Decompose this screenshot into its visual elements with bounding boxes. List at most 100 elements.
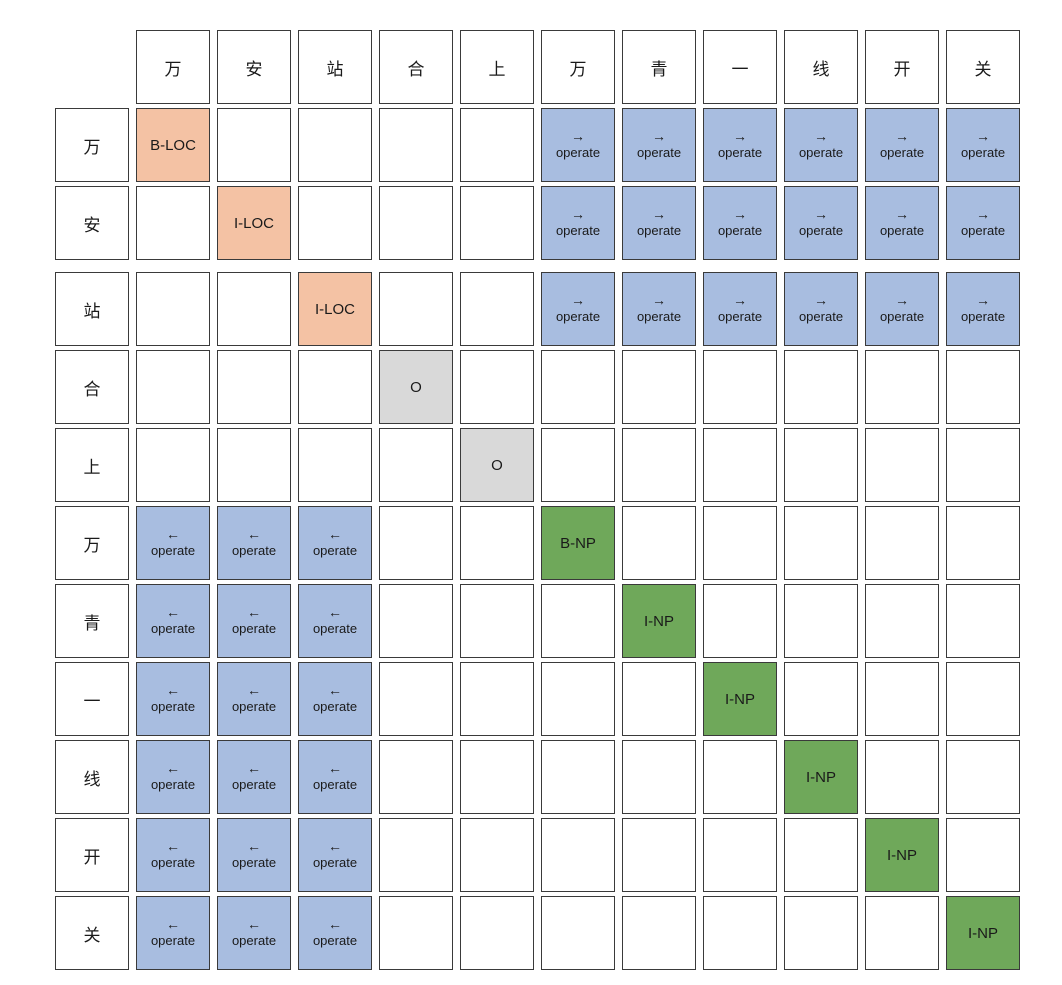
tag-cell: I-LOC	[298, 272, 372, 346]
operate-cell: → operate	[946, 108, 1020, 182]
empty-cell	[379, 662, 453, 736]
left-arrow-icon: ←	[247, 526, 261, 542]
column-header-label: 万	[164, 59, 182, 80]
tag-label: I-NP	[806, 768, 836, 786]
empty-cell	[379, 108, 453, 182]
row-header-label: 安	[83, 215, 101, 236]
column-header: 一	[703, 30, 777, 104]
right-arrow-icon: →	[733, 128, 747, 144]
column-header-label: 一	[731, 59, 749, 80]
right-arrow-icon: →	[571, 292, 585, 308]
empty-cell	[460, 662, 534, 736]
empty-cell	[946, 662, 1020, 736]
empty-cell	[460, 272, 534, 346]
operate-label: operate	[798, 223, 844, 238]
column-header-label: 开	[893, 59, 911, 80]
operate-label: operate	[879, 223, 925, 238]
empty-cell	[946, 506, 1020, 580]
right-arrow-icon: →	[976, 292, 990, 308]
tag-label: B-LOC	[150, 136, 196, 154]
column-header-label: 站	[326, 59, 344, 80]
tag-label: B-NP	[560, 534, 596, 552]
empty-cell	[460, 584, 534, 658]
right-arrow-icon: →	[895, 128, 909, 144]
column-header: 站	[298, 30, 372, 104]
empty-cell	[460, 740, 534, 814]
column-header: 上	[460, 30, 534, 104]
operate-label: operate	[960, 309, 1006, 324]
left-arrow-icon: ←	[166, 682, 180, 698]
empty-cell	[541, 584, 615, 658]
operate-label: operate	[312, 777, 358, 792]
tag-label: O	[491, 456, 503, 474]
empty-cell	[541, 740, 615, 814]
row-header-label: 一	[83, 691, 101, 712]
operate-cell: ← operate	[217, 506, 291, 580]
row-header-label: 开	[83, 847, 101, 868]
row-header: 关	[55, 896, 129, 970]
empty-cell	[865, 428, 939, 502]
tag-label: O	[410, 378, 422, 396]
row-header: 站	[55, 272, 129, 346]
empty-cell	[541, 428, 615, 502]
empty-cell	[379, 186, 453, 260]
operate-cell: ← operate	[298, 740, 372, 814]
tag-label: I-LOC	[314, 300, 355, 318]
right-arrow-icon: →	[652, 206, 666, 222]
right-arrow-icon: →	[733, 292, 747, 308]
column-header-label: 万	[569, 59, 587, 80]
operate-cell: ← operate	[217, 818, 291, 892]
empty-cell	[136, 428, 210, 502]
tag-label: I-LOC	[233, 214, 274, 232]
operate-cell: ← operate	[217, 662, 291, 736]
column-header: 万	[136, 30, 210, 104]
operate-cell: ← operate	[136, 506, 210, 580]
empty-cell	[217, 428, 291, 502]
tag-cell: O	[379, 350, 453, 424]
column-header-label: 关	[974, 59, 992, 80]
empty-cell	[541, 818, 615, 892]
operate-cell: ← operate	[298, 896, 372, 970]
operate-label: operate	[231, 777, 277, 792]
operate-label: operate	[312, 855, 358, 870]
tag-label: I-NP	[887, 846, 917, 864]
row-header: 青	[55, 584, 129, 658]
operate-label: operate	[960, 223, 1006, 238]
operate-cell: → operate	[703, 272, 777, 346]
tag-cell: I-LOC	[217, 186, 291, 260]
empty-cell	[136, 272, 210, 346]
operate-cell: ← operate	[298, 584, 372, 658]
empty-cell	[622, 662, 696, 736]
empty-cell	[946, 428, 1020, 502]
right-arrow-icon: →	[814, 206, 828, 222]
empty-cell	[217, 350, 291, 424]
column-header: 关	[946, 30, 1020, 104]
empty-cell	[541, 896, 615, 970]
operate-cell: ← operate	[298, 506, 372, 580]
empty-cell	[379, 506, 453, 580]
right-arrow-icon: →	[976, 128, 990, 144]
operate-label: operate	[879, 145, 925, 160]
empty-cell	[298, 428, 372, 502]
operate-cell: → operate	[622, 186, 696, 260]
empty-cell	[784, 662, 858, 736]
operate-label: operate	[150, 699, 196, 714]
operate-label: operate	[717, 145, 763, 160]
left-arrow-icon: ←	[166, 916, 180, 932]
empty-cell	[136, 186, 210, 260]
left-arrow-icon: ←	[247, 682, 261, 698]
column-header-label: 上	[488, 59, 506, 80]
tag-cell: I-NP	[784, 740, 858, 814]
empty-cell	[379, 272, 453, 346]
operate-cell: → operate	[784, 108, 858, 182]
empty-cell	[784, 818, 858, 892]
row-header-label: 线	[83, 769, 101, 790]
operate-cell: ← operate	[217, 740, 291, 814]
operate-label: operate	[636, 145, 682, 160]
right-arrow-icon: →	[895, 292, 909, 308]
column-header: 合	[379, 30, 453, 104]
column-header: 万	[541, 30, 615, 104]
empty-cell	[622, 896, 696, 970]
operate-label: operate	[717, 223, 763, 238]
row-header-label: 青	[83, 613, 101, 634]
